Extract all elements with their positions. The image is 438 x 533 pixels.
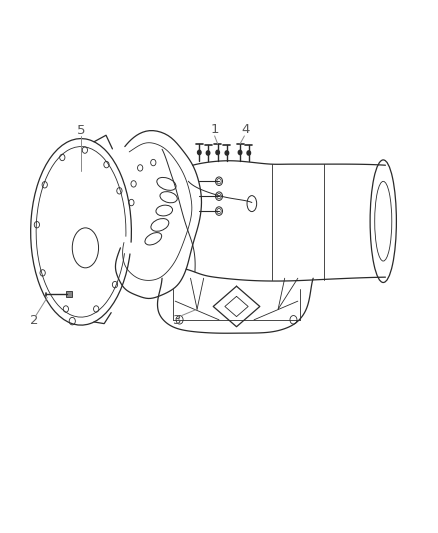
Circle shape bbox=[225, 151, 229, 155]
Text: 1: 1 bbox=[210, 123, 219, 136]
Bar bbox=[66, 291, 72, 297]
Circle shape bbox=[247, 151, 251, 155]
Circle shape bbox=[198, 150, 201, 155]
Circle shape bbox=[238, 150, 242, 155]
Circle shape bbox=[206, 151, 210, 155]
Text: 3: 3 bbox=[173, 314, 182, 327]
Text: 5: 5 bbox=[77, 124, 85, 137]
Text: 2: 2 bbox=[30, 314, 39, 327]
Circle shape bbox=[216, 150, 219, 155]
Text: 4: 4 bbox=[241, 123, 250, 136]
